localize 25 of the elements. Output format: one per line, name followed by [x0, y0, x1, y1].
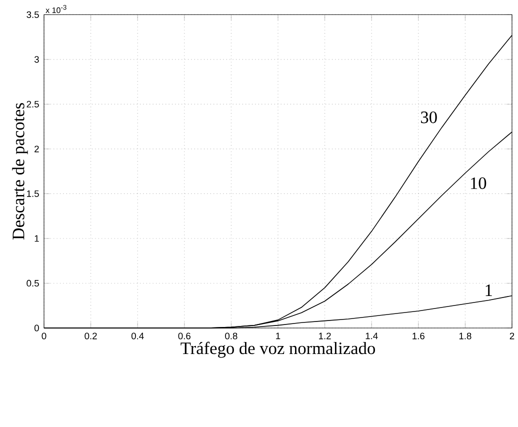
- y-tick-label: 3.5: [26, 11, 39, 18]
- x-tick-label: 1: [276, 332, 280, 340]
- y-tick-label: 2: [34, 146, 39, 152]
- x-tick-label: 1.4: [366, 332, 378, 340]
- y-tick-label: 1: [34, 235, 39, 242]
- x-tick-label: 0.8: [225, 332, 238, 340]
- x-tick-label: 1.6: [412, 332, 424, 340]
- series-label: 30: [421, 112, 437, 124]
- x-tick-label: 0.4: [131, 332, 144, 340]
- x-axis-title: Tráfego de voz normalizado: [180, 342, 375, 358]
- y-tick-label: 0.5: [26, 280, 39, 287]
- y-tick-label: 1.5: [27, 190, 39, 197]
- x-tick-label: 0: [42, 332, 46, 340]
- y-axis-title: Descarte de pacotes: [12, 103, 28, 240]
- x-tick-label: 0.6: [178, 332, 190, 340]
- x-tick-label: 1.2: [319, 332, 331, 340]
- y-tick-label: 0: [34, 324, 39, 332]
- x-tick-label: 0.2: [84, 332, 97, 340]
- y-tick-label: 2.5: [26, 100, 39, 108]
- x-tick-label: 2: [510, 332, 514, 340]
- text: x 10$^{-3}$: [46, 4, 66, 14]
- y-tick-label: 3: [34, 56, 39, 63]
- series-label: 1: [486, 284, 492, 296]
- x-tick-label: 1.8: [459, 332, 472, 340]
- series-label: 10: [470, 177, 486, 190]
